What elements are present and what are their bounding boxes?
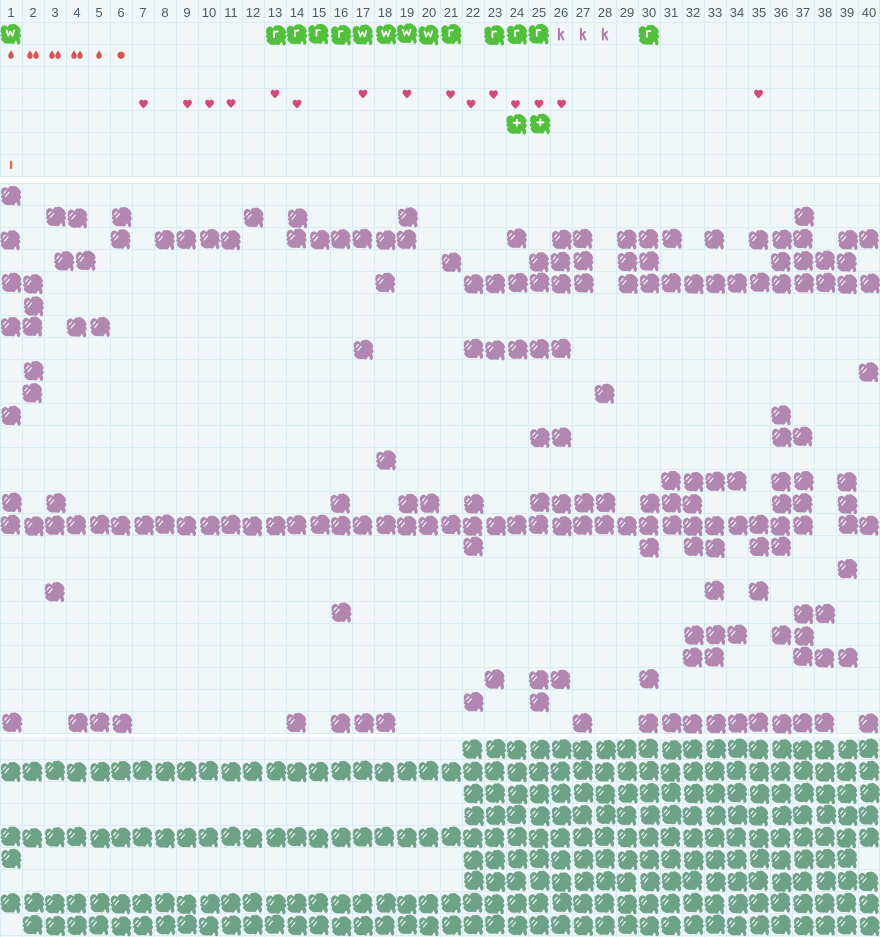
svg-text:14: 14 [290, 5, 304, 20]
svg-text:24: 24 [510, 5, 524, 20]
svg-text:11: 11 [224, 5, 238, 20]
svg-text:34: 34 [730, 5, 744, 20]
svg-text:21: 21 [444, 5, 458, 20]
svg-text:13: 13 [268, 5, 282, 20]
svg-text:28: 28 [598, 5, 612, 20]
svg-text:8: 8 [161, 5, 168, 20]
svg-text:5: 5 [95, 5, 102, 20]
svg-text:30: 30 [642, 5, 656, 20]
svg-text:3: 3 [51, 5, 58, 20]
svg-text:7: 7 [139, 5, 146, 20]
svg-text:29: 29 [620, 5, 634, 20]
svg-text:36: 36 [774, 5, 788, 20]
svg-text:19: 19 [400, 5, 414, 20]
svg-text:25: 25 [532, 5, 546, 20]
svg-text:23: 23 [488, 5, 502, 20]
svg-text:40: 40 [862, 5, 876, 20]
svg-text:22: 22 [466, 5, 480, 20]
svg-text:12: 12 [246, 5, 260, 20]
svg-text:9: 9 [183, 5, 190, 20]
svg-text:10: 10 [202, 5, 216, 20]
svg-text:20: 20 [422, 5, 436, 20]
svg-text:2: 2 [29, 5, 36, 20]
svg-text:6: 6 [117, 5, 124, 20]
svg-text:1: 1 [7, 5, 14, 20]
svg-text:15: 15 [312, 5, 326, 20]
svg-text:26: 26 [554, 5, 568, 20]
svg-text:17: 17 [356, 5, 370, 20]
svg-text:38: 38 [818, 5, 832, 20]
svg-text:39: 39 [840, 5, 854, 20]
svg-text:16: 16 [334, 5, 348, 20]
svg-text:33: 33 [708, 5, 722, 20]
svg-text:37: 37 [796, 5, 810, 20]
svg-text:27: 27 [576, 5, 590, 20]
svg-text:32: 32 [686, 5, 700, 20]
svg-text:4: 4 [73, 5, 80, 20]
svg-text:18: 18 [378, 5, 392, 20]
svg-text:35: 35 [752, 5, 766, 20]
svg-text:31: 31 [664, 5, 678, 20]
